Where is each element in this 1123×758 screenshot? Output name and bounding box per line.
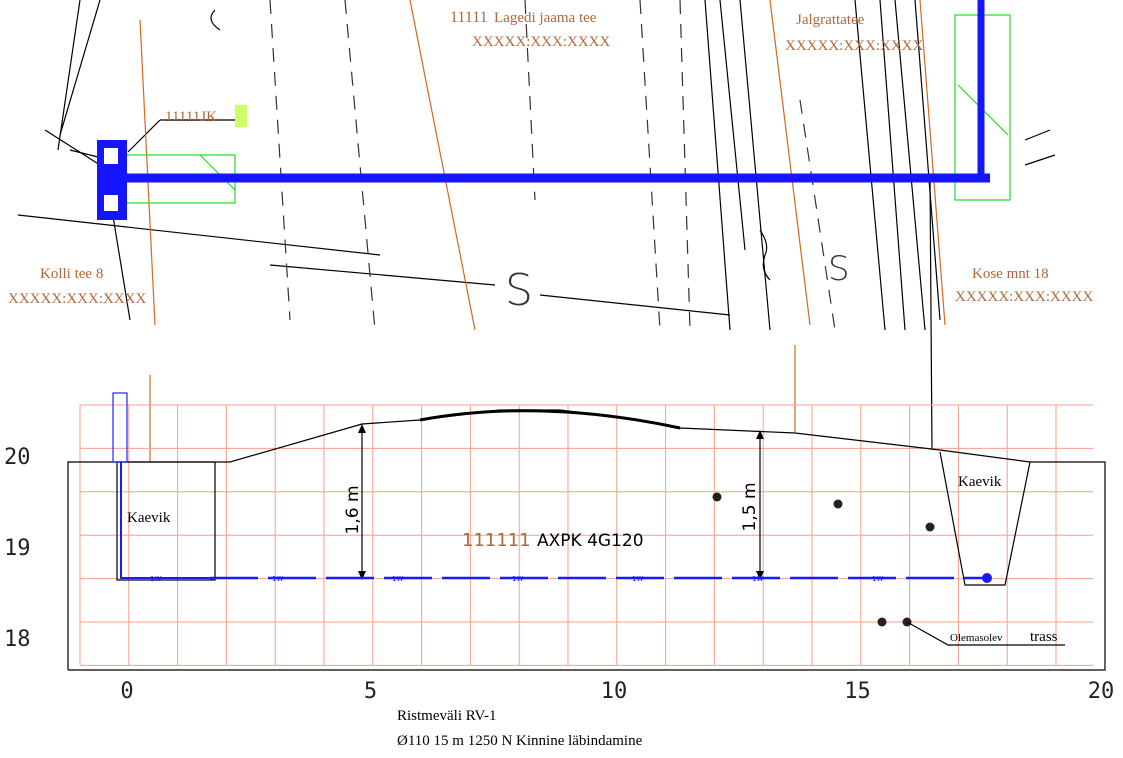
cable-name: AXPK 4G120	[537, 531, 644, 551]
parcel-code: XXXXX:XXX:XXXX	[785, 38, 923, 54]
parcel-code: XXXXX:XXX:XXXX	[472, 34, 610, 50]
route-label: trass	[1030, 629, 1058, 645]
caption: Ø110 15 m 1250 N Kinnine läbindamine	[397, 733, 643, 749]
parcel-code: XXXXX:XXX:XXXX	[8, 291, 146, 307]
drawing: 11111 Lagedi jaama tee XXXXX:XXX:XXXX Ja…	[0, 0, 1123, 758]
parcel-name: Kolli tee 8	[40, 266, 103, 282]
symbol: S	[505, 265, 533, 316]
depth-label: 1,5 m	[740, 483, 760, 532]
pit-label: Kaevik	[958, 474, 1002, 490]
line-code: 1W	[632, 575, 643, 583]
marker-flag	[235, 105, 247, 127]
line-code: 1W	[872, 575, 883, 583]
y-tick-label: 18	[4, 627, 31, 652]
line-code: 1W	[512, 575, 523, 583]
x-tick-label: 20	[1088, 679, 1115, 704]
marker-label: 11111JK	[165, 109, 217, 125]
x-tick-label: 15	[844, 679, 871, 704]
parcel-name: Jalgrattatee	[796, 12, 865, 28]
parcel-id: 11111	[450, 9, 488, 26]
parcel-name: Lagedi jaama tee	[494, 10, 597, 26]
y-tick-label: 20	[4, 445, 31, 470]
line-code: 1W	[392, 575, 403, 583]
caption: Ristmeväli RV-1	[397, 708, 497, 724]
line-code: 1W	[150, 575, 161, 583]
parcel-code: XXXXX:XXX:XXXX	[955, 289, 1093, 305]
y-tick-label: 19	[4, 536, 31, 561]
x-tick-label: 0	[120, 679, 133, 704]
cable-id: 111111	[462, 530, 531, 551]
line-code: 1W	[272, 575, 283, 583]
plan-linework	[18, 0, 1055, 462]
x-tick-label: 5	[364, 679, 377, 704]
symbol: S	[828, 249, 850, 289]
depth-label: 1,6 m	[343, 486, 363, 535]
pit-label: Kaevik	[127, 510, 171, 526]
line-code: 1W	[752, 575, 763, 583]
existing-label: Olemasolev	[950, 632, 1003, 644]
x-tick-label: 10	[601, 679, 628, 704]
parcel-name: Kose mnt 18	[972, 266, 1049, 282]
